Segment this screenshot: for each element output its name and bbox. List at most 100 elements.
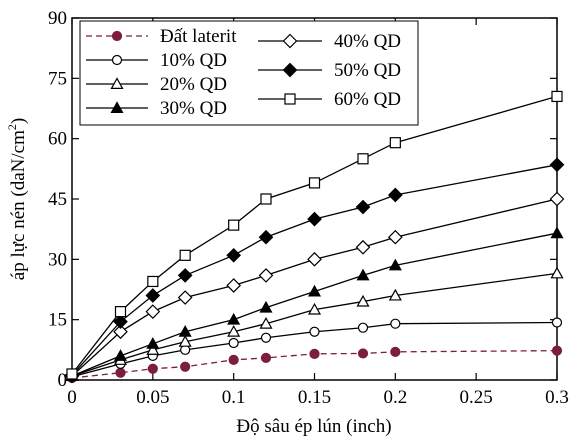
series-2 <box>65 266 564 381</box>
y-axis-label-sup: 2 <box>5 124 19 130</box>
data-point <box>389 137 401 149</box>
data-point <box>145 304 161 319</box>
y-tick-label: 60 <box>48 129 67 150</box>
data-point <box>388 258 402 271</box>
y-tick-label: 45 <box>48 189 67 210</box>
data-point <box>260 332 272 343</box>
data-point <box>390 346 401 357</box>
data-point <box>307 211 322 227</box>
legend-label: Đất laterit <box>160 26 237 47</box>
series-line <box>71 198 558 377</box>
data-point <box>177 268 193 283</box>
series-line <box>71 272 558 377</box>
x-tick-label: 0.05 <box>136 387 169 408</box>
data-point <box>178 335 192 347</box>
data-point <box>113 324 128 340</box>
series-6 <box>66 90 563 380</box>
data-point <box>307 284 322 297</box>
data-point <box>258 268 274 283</box>
y-axis-label: áp lực nén (daN/cm2) <box>5 118 29 280</box>
data-point <box>551 90 563 103</box>
series-layer <box>64 90 565 384</box>
data-point <box>260 352 272 363</box>
data-point <box>228 337 239 349</box>
data-point <box>549 157 565 173</box>
data-point <box>549 191 565 207</box>
x-tick-label: 0.1 <box>222 387 246 408</box>
data-point <box>147 363 158 374</box>
data-point <box>113 314 128 330</box>
x-tick-label: 0.25 <box>460 387 493 408</box>
series-line <box>71 164 558 376</box>
legend-item: 10% QD <box>86 50 227 71</box>
data-point <box>258 229 274 245</box>
data-point <box>260 193 272 205</box>
x-axis-label: Độ sâu ép lún (inch) <box>236 416 391 437</box>
y-tick-label: 90 <box>48 8 67 29</box>
data-point <box>115 367 126 378</box>
data-point <box>226 278 242 293</box>
data-point <box>309 326 320 337</box>
data-point <box>228 354 239 365</box>
x-tick-label: 0 <box>67 387 77 408</box>
legend-marker <box>111 54 123 66</box>
data-point <box>307 302 322 315</box>
data-point <box>113 349 128 361</box>
data-point <box>66 368 78 380</box>
data-point <box>308 177 321 189</box>
legend-label: 50% QD <box>334 60 401 81</box>
data-point <box>227 312 241 325</box>
series-line <box>71 349 558 379</box>
y-tick-label: 75 <box>48 68 67 89</box>
series-line <box>71 232 558 377</box>
legend-label: 30% QD <box>160 98 227 119</box>
data-point <box>356 268 370 281</box>
x-tick-label: 0.15 <box>298 387 331 408</box>
legend-item: Đất laterit <box>86 26 237 47</box>
data-point <box>355 199 371 215</box>
data-point <box>551 345 563 356</box>
data-point <box>180 361 191 372</box>
legend-item: 30% QD <box>86 98 227 119</box>
data-point <box>357 153 369 165</box>
data-point <box>114 306 127 318</box>
legend-marker <box>282 33 298 49</box>
data-point <box>228 219 240 231</box>
series-line <box>71 321 558 378</box>
legend-label: 40% QD <box>334 31 401 52</box>
data-point <box>550 266 564 279</box>
legend-item: 50% QD <box>258 60 401 81</box>
data-point <box>387 229 403 245</box>
legend-label: 10% QD <box>160 50 227 71</box>
data-point <box>226 247 242 263</box>
y-axis-label-close: ) <box>8 118 29 124</box>
y-tick-label: 30 <box>48 249 67 270</box>
data-point <box>551 317 563 328</box>
data-point <box>227 324 241 337</box>
legend-marker <box>111 30 123 42</box>
data-point <box>145 288 161 303</box>
data-point <box>356 294 370 307</box>
legend-label: 60% QD <box>334 89 401 110</box>
legend-item: 60% QD <box>258 89 401 110</box>
legend-marker <box>110 101 124 114</box>
y-tick-label: 15 <box>48 310 67 331</box>
data-point <box>179 249 191 261</box>
data-point <box>307 251 322 267</box>
data-point <box>357 322 369 333</box>
legend-items: Đất laterit 10% QD 20% QD 30% QD 40% QD 50% Q… <box>86 26 401 119</box>
axis-ticks: 0 0.05 0.1 0.15 0.2 0.25 0.3 0 15 30 45 60 75 90 <box>48 8 569 408</box>
data-point <box>146 343 160 355</box>
data-point <box>357 348 369 359</box>
data-point <box>550 226 564 239</box>
data-point <box>309 348 320 359</box>
legend-label: 20% QD <box>160 74 227 95</box>
x-tick-label: 0.2 <box>383 387 407 408</box>
data-point <box>388 288 402 301</box>
data-point <box>390 318 401 329</box>
series-4 <box>64 191 565 384</box>
y-axis-label-main: áp lực nén (daN/cm <box>8 130 29 280</box>
data-point <box>147 275 159 288</box>
x-tick-label: 0.3 <box>545 387 569 408</box>
data-point <box>387 187 403 203</box>
